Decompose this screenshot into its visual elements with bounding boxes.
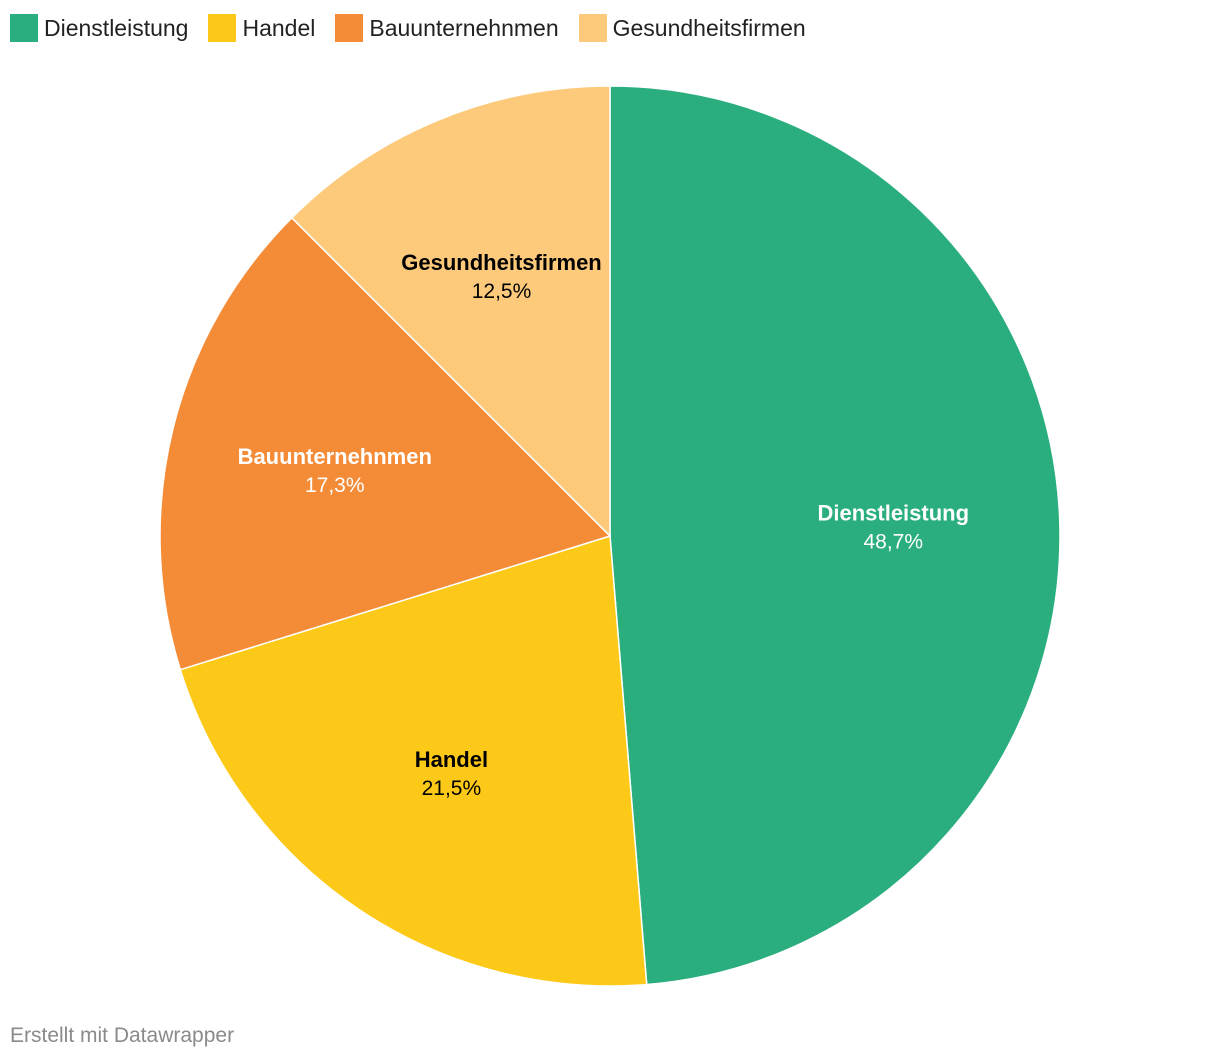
pie-slice-handel xyxy=(179,535,648,987)
pie-slice-gesundheitsfirmen xyxy=(290,85,611,538)
legend-label-dienstleistung: Dienstleistung xyxy=(44,14,189,41)
legend-item-handel: Handel xyxy=(208,14,315,42)
slice-label-value-handel: 21,5% xyxy=(422,777,482,800)
chart-legend: Dienstleistung Handel Bauunternehnmen Ge… xyxy=(10,12,826,44)
legend-label-bauunternehnmen: Bauunternehnmen xyxy=(369,14,559,41)
slice-label-name-dienstleistung: Dienstleistung xyxy=(817,500,969,525)
footer-credit: Erstellt mit Datawrapper xyxy=(10,1024,235,1047)
legend-item-bauunternehnmen: Bauunternehnmen xyxy=(335,14,559,42)
pie-slices xyxy=(159,85,1061,987)
slice-label-value-gesundheitsfirmen: 12,5% xyxy=(472,280,532,303)
legend-item-gesundheitsfirmen: Gesundheitsfirmen xyxy=(578,14,806,42)
slice-label-value-dienstleistung: 48,7% xyxy=(863,530,923,553)
slice-label-value-bauunternehnmen: 17,3% xyxy=(305,474,365,497)
slice-label-name-gesundheitsfirmen: Gesundheitsfirmen xyxy=(401,250,601,275)
pie-slice-bauunternehnmen xyxy=(159,216,612,671)
legend-swatch-bauunternehnmen xyxy=(335,14,364,42)
pie-labels: Dienstleistung 48,7% Handel 21,5% Bauunterne… xyxy=(238,250,969,800)
legend-label-gesundheitsfirmen: Gesundheitsfirmen xyxy=(612,14,806,41)
pie-slice-dienstleistung xyxy=(609,85,1061,986)
slice-label-name-handel: Handel xyxy=(415,747,488,772)
slice-label-name-bauunternehnmen: Bauunternehnmen xyxy=(238,444,432,469)
legend-item-dienstleistung: Dienstleistung xyxy=(10,14,188,42)
legend-label-handel: Handel xyxy=(242,14,316,41)
legend-swatch-handel xyxy=(208,14,237,42)
legend-swatch-gesundheitsfirmen xyxy=(578,14,607,42)
legend-swatch-dienstleistung xyxy=(10,14,38,42)
